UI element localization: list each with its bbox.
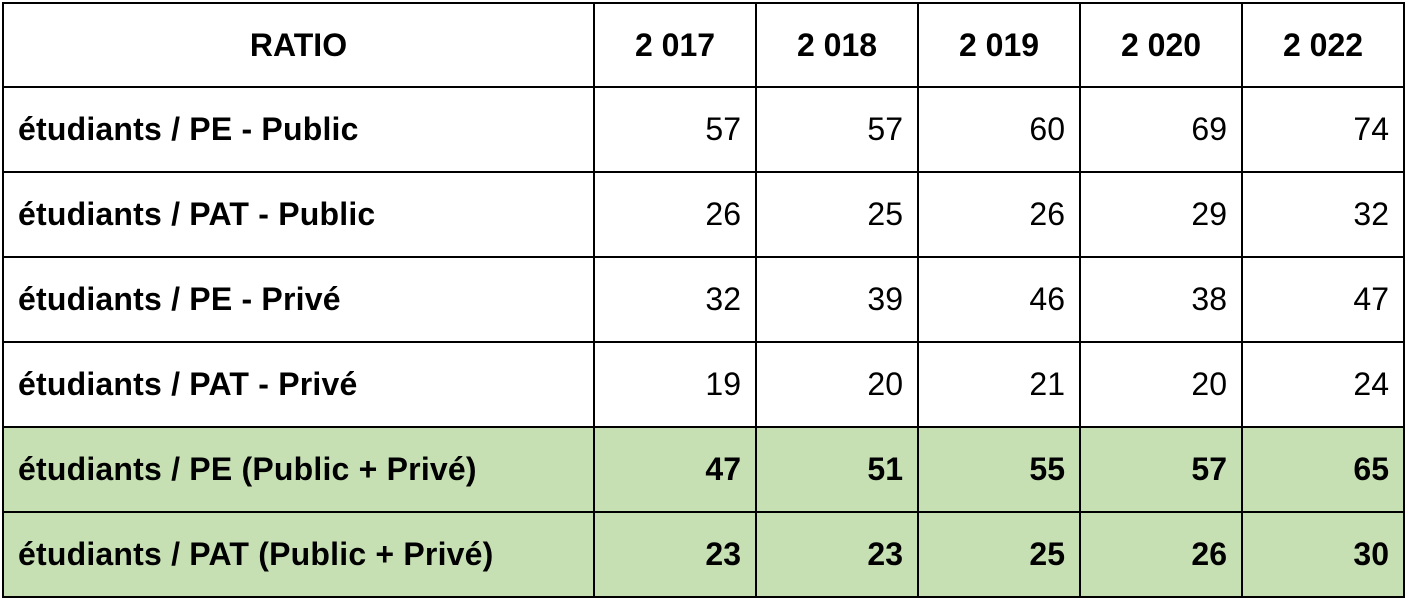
header-year-2020: 2 020 xyxy=(1079,2,1243,88)
cell-value: 65 xyxy=(1241,426,1405,513)
cell-value: 47 xyxy=(593,426,757,513)
row-label: étudiants / PE - Public xyxy=(2,86,595,173)
cell-value: 26 xyxy=(917,171,1081,258)
row-label: étudiants / PE (Public + Privé) xyxy=(2,426,595,513)
row-label: étudiants / PAT - Public xyxy=(2,171,595,258)
cell-value: 32 xyxy=(1241,171,1405,258)
cell-value: 69 xyxy=(1079,86,1243,173)
cell-value: 23 xyxy=(593,511,757,598)
cell-value: 55 xyxy=(917,426,1081,513)
cell-value: 46 xyxy=(917,256,1081,343)
cell-value: 20 xyxy=(1079,341,1243,428)
cell-value: 60 xyxy=(917,86,1081,173)
cell-value: 21 xyxy=(917,341,1081,428)
cell-value: 25 xyxy=(755,171,919,258)
table-row-total: étudiants / PAT (Public + Privé) 23 23 2… xyxy=(2,511,1405,598)
row-label: étudiants / PE - Privé xyxy=(2,256,595,343)
header-year-2018: 2 018 xyxy=(755,2,919,88)
cell-value: 26 xyxy=(1079,511,1243,598)
cell-value: 74 xyxy=(1241,86,1405,173)
cell-value: 20 xyxy=(755,341,919,428)
cell-value: 26 xyxy=(593,171,757,258)
cell-value: 57 xyxy=(1079,426,1243,513)
row-label: étudiants / PAT - Privé xyxy=(2,341,595,428)
cell-value: 57 xyxy=(593,86,757,173)
cell-value: 38 xyxy=(1079,256,1243,343)
row-label: étudiants / PAT (Public + Privé) xyxy=(2,511,595,598)
cell-value: 25 xyxy=(917,511,1081,598)
cell-value: 51 xyxy=(755,426,919,513)
table-row: étudiants / PE - Privé 32 39 46 38 47 xyxy=(2,256,1405,343)
cell-value: 30 xyxy=(1241,511,1405,598)
cell-value: 23 xyxy=(755,511,919,598)
cell-value: 57 xyxy=(755,86,919,173)
cell-value: 32 xyxy=(593,256,757,343)
table-row: étudiants / PAT - Public 26 25 26 29 32 xyxy=(2,171,1405,258)
cell-value: 47 xyxy=(1241,256,1405,343)
header-year-2019: 2 019 xyxy=(917,2,1081,88)
cell-value: 24 xyxy=(1241,341,1405,428)
header-ratio: RATIO xyxy=(2,2,595,88)
table-row-total: étudiants / PE (Public + Privé) 47 51 55… xyxy=(2,426,1405,513)
header-year-2022: 2 022 xyxy=(1241,2,1405,88)
table-row: étudiants / PAT - Privé 19 20 21 20 24 xyxy=(2,341,1405,428)
cell-value: 29 xyxy=(1079,171,1243,258)
header-row: RATIO 2 017 2 018 2 019 2 020 2 022 xyxy=(2,2,1405,88)
cell-value: 39 xyxy=(755,256,919,343)
table-row: étudiants / PE - Public 57 57 60 69 74 xyxy=(2,86,1405,173)
header-year-2017: 2 017 xyxy=(593,2,757,88)
cell-value: 19 xyxy=(593,341,757,428)
